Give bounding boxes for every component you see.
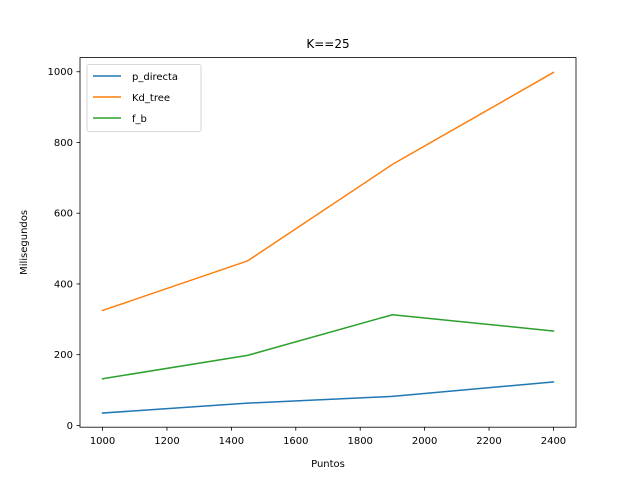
y-tick-label: 600: [54, 209, 73, 220]
x-tick-label: 1400: [219, 436, 244, 447]
x-tick-label: 2000: [412, 436, 437, 447]
x-tick-label: 1000: [90, 436, 115, 447]
x-tick-label: 2400: [541, 436, 566, 447]
y-tick-label: 200: [54, 350, 73, 361]
y-tick-label: 800: [54, 138, 73, 149]
chart-title: K==25: [306, 37, 349, 51]
y-axis-label: Milisegundos: [19, 210, 30, 275]
y-tick-label: 0: [67, 421, 73, 432]
x-axis: 1000 1200 1400 1600 1800 2000 2200 2400: [90, 427, 566, 447]
series-line-kd-tree: [101, 71, 555, 312]
legend-box: [86, 64, 202, 132]
y-axis: 0 200 400 600 800 1000: [48, 67, 80, 432]
legend-label-kd-tree: Kd_tree: [132, 93, 170, 104]
legend-label-f-b: f_b: [132, 114, 147, 125]
y-tick-label: 400: [54, 279, 73, 290]
plot-frame: [79, 57, 577, 428]
legend-label-p-directa: p_directa: [132, 72, 178, 83]
series-line-f-b: [101, 313, 555, 380]
series-lines: [101, 71, 555, 414]
legend: p_directa Kd_tree f_b: [86, 64, 202, 132]
y-tick-label: 1000: [48, 67, 73, 78]
x-tick-label: 2200: [476, 436, 501, 447]
x-tick-label: 1800: [347, 436, 372, 447]
series-line-p-directa: [101, 381, 555, 414]
x-tick-label: 1600: [283, 436, 308, 447]
x-tick-label: 1200: [154, 436, 179, 447]
x-axis-label: Puntos: [311, 459, 345, 470]
